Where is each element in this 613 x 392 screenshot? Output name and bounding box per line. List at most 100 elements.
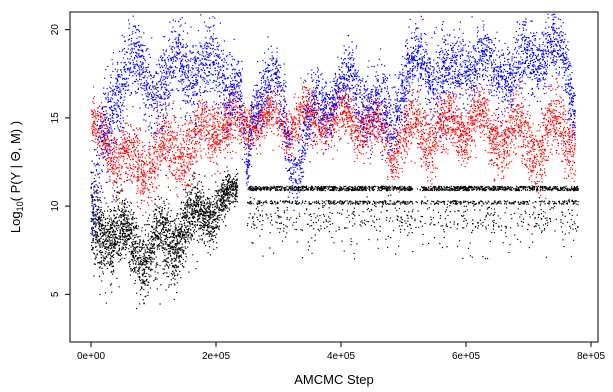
series-1-point xyxy=(409,118,411,120)
series-2-point xyxy=(119,236,121,238)
series-2-point xyxy=(158,220,160,222)
series-2-point xyxy=(155,209,158,211)
series-1-point xyxy=(408,108,410,110)
series-1-point xyxy=(509,115,511,117)
series-2-point xyxy=(122,230,124,232)
series-2-point xyxy=(150,262,152,264)
series-2-point xyxy=(95,239,97,241)
series-2-point xyxy=(154,234,156,236)
series-2-point xyxy=(226,188,228,190)
series-2-point xyxy=(197,196,199,198)
series-2-point xyxy=(115,222,118,224)
series-2-point xyxy=(143,254,145,256)
series-1-point xyxy=(180,153,182,155)
series-2-point xyxy=(90,186,92,188)
series-1-point xyxy=(101,112,103,114)
series-1-point xyxy=(484,149,486,152)
series-2-point xyxy=(124,209,126,211)
series-1-point xyxy=(180,128,182,130)
series-2-point xyxy=(115,233,117,236)
series-1-point xyxy=(237,117,239,119)
series-1-point xyxy=(410,143,412,145)
series-2-point xyxy=(121,229,123,231)
series-2-point xyxy=(158,221,160,223)
series-1-point xyxy=(563,120,566,122)
series-1-point xyxy=(427,180,429,182)
series-2-point xyxy=(111,251,113,253)
series-2-point xyxy=(128,228,130,230)
series-2-point xyxy=(224,209,226,211)
series-2-point xyxy=(139,276,141,278)
series-2-point xyxy=(163,252,165,254)
series-2-point xyxy=(175,260,177,262)
series-2-point xyxy=(158,232,160,234)
series-2-point xyxy=(133,217,135,220)
series-1-point xyxy=(507,135,509,138)
series-2-point xyxy=(159,243,161,245)
series-1-point xyxy=(114,155,116,157)
series-2-point xyxy=(146,272,148,274)
series-2-point xyxy=(212,219,214,221)
series-2-point xyxy=(122,246,125,249)
series-2-point xyxy=(183,231,185,233)
series-2-point xyxy=(111,260,113,262)
series-1-point xyxy=(169,146,172,148)
series-1-point xyxy=(149,161,151,163)
series-1-point xyxy=(382,128,384,130)
series-2-point xyxy=(193,172,195,174)
series-2-point xyxy=(121,201,123,203)
series-1-point xyxy=(276,104,278,106)
series-1-point xyxy=(142,156,144,158)
series-2-point xyxy=(184,204,186,207)
series-2-point xyxy=(97,242,99,244)
series-2-point xyxy=(93,203,95,205)
series-2-point xyxy=(180,208,182,210)
series-1-point xyxy=(205,138,207,140)
series-2-point xyxy=(117,208,119,210)
series-2-point xyxy=(151,237,153,239)
series-1-point xyxy=(228,86,230,88)
series-1-point xyxy=(495,136,497,139)
series-2-point xyxy=(142,279,144,281)
series-2-point xyxy=(164,243,166,245)
series-1-point xyxy=(112,182,114,184)
series-1-point xyxy=(497,144,499,146)
series-1-point xyxy=(149,157,151,159)
series-2-point xyxy=(147,240,149,242)
series-2-point xyxy=(176,215,178,217)
series-2-point xyxy=(219,214,221,216)
series-1-point xyxy=(259,144,261,146)
series-1-point xyxy=(160,210,163,212)
series-1-point xyxy=(109,162,111,164)
series-2-point xyxy=(91,249,93,251)
series-1-point xyxy=(497,118,499,120)
series-1-point xyxy=(159,132,161,134)
series-1-point xyxy=(561,116,563,118)
series-2-point xyxy=(225,176,227,179)
series-2-point xyxy=(97,262,99,264)
series-2-point xyxy=(174,266,176,268)
series-1-point xyxy=(267,118,269,120)
series-2-point xyxy=(145,244,147,246)
series-2-point xyxy=(237,173,239,175)
series-2-point xyxy=(200,235,202,237)
series-1-point xyxy=(494,131,496,133)
series-2-point xyxy=(208,219,210,221)
series-2-point xyxy=(124,211,127,213)
series-2-point xyxy=(98,223,100,225)
series-2-point xyxy=(163,268,165,270)
series-2-point xyxy=(215,202,217,204)
series-2-point xyxy=(177,234,179,236)
series-2-point xyxy=(200,195,202,197)
series-2-point xyxy=(174,230,176,232)
series-1-point xyxy=(467,126,469,128)
series-2-point xyxy=(126,241,128,243)
series-1-point xyxy=(260,153,262,155)
series-1-point xyxy=(264,94,266,96)
series-1-point xyxy=(352,126,354,128)
series-1-point xyxy=(565,113,567,115)
series-1-point xyxy=(310,112,312,114)
series-1-point xyxy=(560,131,562,133)
series-2-point xyxy=(182,234,184,236)
series-1-point xyxy=(501,153,503,155)
